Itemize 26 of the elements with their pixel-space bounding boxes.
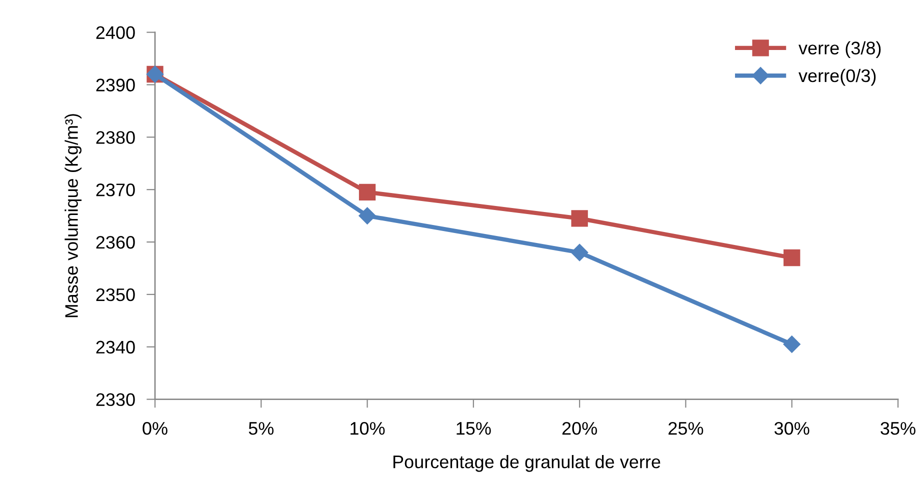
x-tick-label: 5% (248, 422, 274, 435)
x-tick-label: 25% (668, 422, 704, 435)
y-tick-label: 2340 (96, 340, 135, 354)
legend-label: verre(0/3) (798, 68, 876, 86)
x-tick-label: 20% (562, 422, 597, 435)
legend-label: verre (3/8) (798, 41, 881, 58)
y-tick-label: 2350 (96, 288, 135, 302)
x-tick-label: 10% (350, 422, 385, 435)
y-axis-title: Masse volumique (Kg/m³) (64, 114, 82, 318)
point (784, 249, 800, 266)
x-tick-label: 35% (880, 422, 916, 435)
y-tick-label: 2360 (96, 236, 135, 249)
x-tick-label: 30% (774, 422, 810, 435)
x-tick-label: 0% (142, 422, 168, 435)
point (571, 210, 588, 227)
point (358, 207, 376, 224)
y-tick-label: 2330 (96, 393, 135, 406)
y-tick-label: 2370 (96, 184, 135, 196)
y-tick-label: 2390 (96, 78, 135, 92)
y-tick-label: 2380 (96, 131, 135, 144)
point (783, 336, 800, 353)
y-tick-label: 2400 (96, 26, 135, 40)
x-axis-title: Pourcentage de granulat de verre (393, 455, 660, 472)
point (571, 244, 588, 262)
x-tick-label: 15% (456, 422, 491, 435)
point (358, 184, 376, 201)
